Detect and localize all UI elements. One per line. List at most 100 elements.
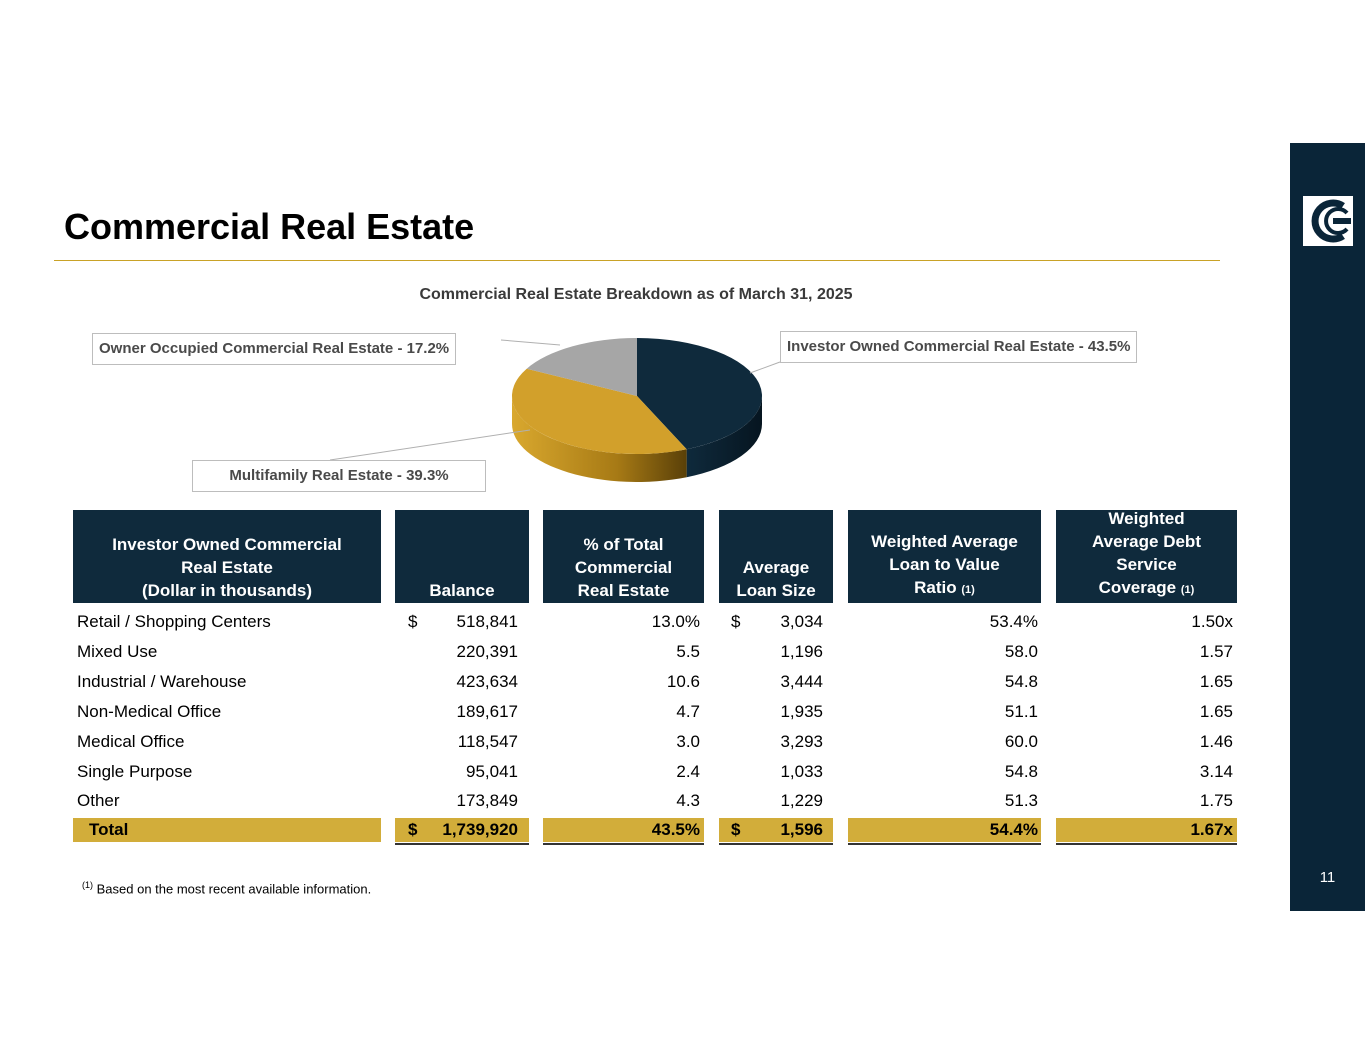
header-category-line2: Real Estate xyxy=(181,558,273,577)
total-label: Total xyxy=(89,820,129,839)
row-name: Retail / Shopping Centers xyxy=(77,612,271,631)
total-bg-avg xyxy=(719,818,833,842)
total-bg-pct xyxy=(543,818,704,842)
pie-slice-investor-owned xyxy=(637,338,763,450)
header-ltv-line1: Weighted Average xyxy=(871,532,1018,551)
header-category-line1: Investor Owned Commercial xyxy=(112,535,342,554)
total-ltv: 54.4% xyxy=(989,820,1038,839)
row-pct: 4.3 xyxy=(676,791,700,810)
leader-multifamily xyxy=(329,429,531,461)
total-avg: 1,596 xyxy=(780,820,823,839)
row-name: Mixed Use xyxy=(77,642,158,661)
title-divider xyxy=(54,260,1220,261)
row-currency-symbol: $ xyxy=(408,612,418,631)
callout-multifamily: Multifamily Real Estate - 39.3% xyxy=(192,460,486,492)
total-bg-ltv xyxy=(848,818,1041,842)
page-number: 11 xyxy=(1319,869,1336,886)
row-ltv: 54.8 xyxy=(1004,762,1038,781)
row-avg: 1,935 xyxy=(780,702,823,721)
row-avg: 3,034 xyxy=(780,612,823,631)
pie-slice-multifamily-side xyxy=(512,396,687,482)
header-ltv-note: (1) xyxy=(961,584,975,596)
pie-slice-multifamily xyxy=(512,368,687,454)
row-avg: 3,293 xyxy=(780,732,823,751)
page-title: Commercial Real Estate xyxy=(64,206,475,247)
header-avg: Average Loan Size xyxy=(719,510,833,603)
row-pct: 4.7 xyxy=(676,702,700,721)
header-ltv: Weighted Average Loan to Value Ratio (1) xyxy=(848,510,1041,603)
row-balance: 220,391 xyxy=(456,642,518,661)
header-dscr-line1: Weighted xyxy=(1108,509,1185,528)
footnote-marker: (1) xyxy=(82,880,93,890)
header-dscr-line3: Service xyxy=(1116,555,1177,574)
header-balance: Balance xyxy=(395,510,529,603)
total-bg-balance xyxy=(395,818,529,842)
company-logo-icon xyxy=(1303,196,1353,246)
row-ltv: 51.1 xyxy=(1004,702,1038,721)
total-balance: 1,739,920 xyxy=(442,820,518,839)
callout-owner-occupied: Owner Occupied Commercial Real Estate - … xyxy=(92,333,457,365)
row-name: Industrial / Warehouse xyxy=(77,672,247,691)
footnote: (1) Based on the most recent available i… xyxy=(82,880,371,896)
row-avg: 1,033 xyxy=(780,762,823,781)
total-avg-currency: $ xyxy=(731,820,741,839)
header-ltv-line2: Loan to Value xyxy=(889,555,1000,574)
row-ltv: 60.0 xyxy=(1004,732,1038,751)
row-dscr: 1.65 xyxy=(1199,702,1233,721)
header-dscr-line2: Average Debt xyxy=(1092,532,1201,551)
header-pct-line2: Commercial xyxy=(574,558,673,577)
total-bg-dscr xyxy=(1056,818,1237,842)
header-category: Investor Owned Commercial Real Estate (D… xyxy=(73,510,381,603)
header-pct-line3: Real Estate xyxy=(577,581,670,600)
leader-owner-occupied xyxy=(500,339,561,346)
row-pct: 2.4 xyxy=(676,762,700,781)
row-dscr: 1.65 xyxy=(1199,672,1233,691)
total-dscr: 1.67x xyxy=(1190,820,1233,839)
row-balance: 518,841 xyxy=(456,612,518,631)
total-pct: 43.5% xyxy=(651,820,700,839)
row-ltv: 53.4% xyxy=(989,612,1038,631)
callout-investor-owned: Investor Owned Commercial Real Estate - … xyxy=(780,331,1138,363)
row-avg: 1,229 xyxy=(780,791,823,810)
row-avg: 1,196 xyxy=(780,642,823,661)
row-ltv: 58.0 xyxy=(1004,642,1038,661)
pie-slice-owner-occupied xyxy=(526,338,637,396)
right-sidebar: 11 xyxy=(1290,143,1365,911)
total-underline xyxy=(543,843,704,845)
row-name: Non-Medical Office xyxy=(77,702,222,721)
header-dscr: Weighted Average Debt Service Coverage (… xyxy=(1056,509,1237,603)
row-avg-currency: $ xyxy=(731,612,741,631)
header-avg-line2: Loan Size xyxy=(736,581,816,600)
row-balance: 173,849 xyxy=(456,791,518,810)
total-underline xyxy=(719,843,833,845)
row-balance: 118,547 xyxy=(457,732,518,751)
row-avg: 3,444 xyxy=(780,672,823,691)
row-name: Medical Office xyxy=(77,732,185,751)
row-pct: 13.0% xyxy=(651,612,700,631)
footnote-text: Based on the most recent available infor… xyxy=(96,881,372,897)
row-ltv: 51.3 xyxy=(1004,791,1038,810)
pie-slice-investor-owned-side xyxy=(686,396,762,478)
total-underline xyxy=(848,843,1041,845)
total-underline xyxy=(1056,843,1237,845)
header-balance-line1: Balance xyxy=(429,581,495,600)
row-dscr: 1.57 xyxy=(1199,642,1233,661)
total-currency: $ xyxy=(408,820,418,839)
row-balance: 423,634 xyxy=(456,672,518,691)
total-bg-category xyxy=(73,818,381,842)
row-dscr: 1.50x xyxy=(1191,612,1233,631)
row-ltv: 54.8 xyxy=(1004,672,1038,691)
row-pct: 10.6 xyxy=(666,672,700,691)
header-pct: % of Total Commercial Real Estate xyxy=(543,510,704,603)
row-pct: 3.0 xyxy=(676,732,700,751)
header-avg-line1: Average xyxy=(742,558,810,577)
row-dscr: 1.46 xyxy=(1199,732,1233,751)
row-dscr: 3.14 xyxy=(1199,762,1233,781)
header-ltv-line3: Ratio xyxy=(914,578,957,597)
total-underline xyxy=(395,843,529,845)
header-dscr-note: (1) xyxy=(1180,584,1195,596)
row-dscr: 1.75 xyxy=(1199,791,1233,810)
header-dscr-line4: Coverage xyxy=(1098,578,1177,597)
row-balance: 95,041 xyxy=(466,762,518,781)
